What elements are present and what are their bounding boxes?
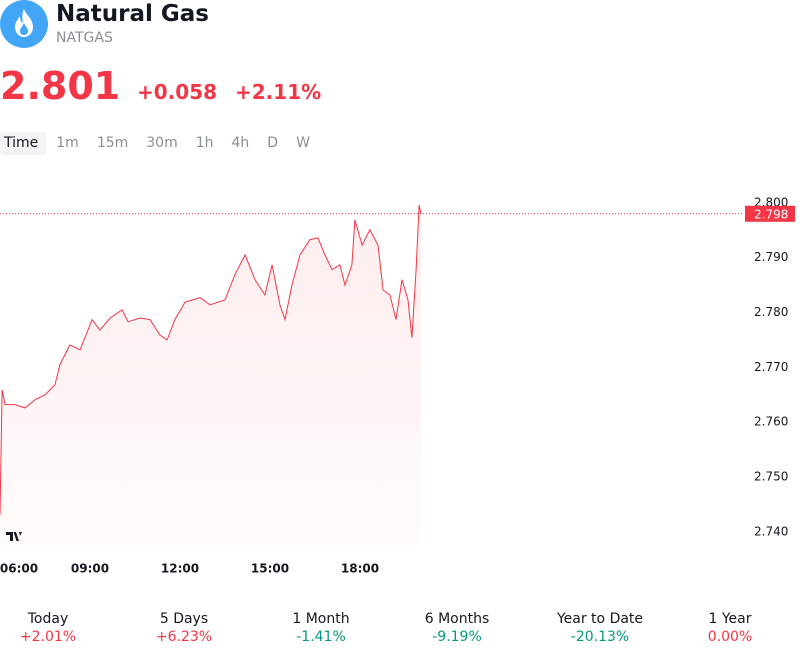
last-price-label: 2.798 [754,207,788,221]
timeframe-tab[interactable]: 30m [146,135,178,151]
price-line [0,204,422,515]
timeframe-tab[interactable]: 1h [195,135,214,151]
chart: 2.7402.7502.7602.7702.7802.7902.80006:00… [0,195,795,576]
performance-item[interactable]: Year to Date -20.13% [530,611,670,645]
timeframe-tab[interactable]: D [267,135,279,151]
timeframe-tab[interactable]: 15m [96,135,129,151]
instrument-title: Natural Gas [56,1,209,27]
x-tick-label: 06:00 [0,562,38,576]
performance-item[interactable]: 6 Months -9.19% [387,611,527,645]
price-change: +0.058 [137,80,218,104]
timeframe-tab[interactable]: W [296,135,310,151]
performance-value: 0.00% [707,629,753,645]
y-tick-label: 2.740 [754,524,788,538]
y-tick-label: 2.770 [754,360,788,374]
instrument-symbol: NATGAS [56,30,113,46]
price: 2.801 [0,64,121,108]
x-tick-label: 18:00 [341,562,379,576]
performance-value: +2.01% [19,629,77,645]
performance-label: 1 Year [708,611,752,627]
timeframe-tab[interactable]: Time [0,132,47,155]
area [0,205,421,545]
price-change-percent: +2.11% [235,80,322,104]
performance-label: Year to Date [556,611,644,627]
x-tick-label: 12:00 [161,562,199,576]
y-tick-label: 2.760 [754,415,788,429]
timeframe-tab[interactable]: 1m [56,135,79,151]
performance-value: -9.19% [432,629,482,645]
performance-item[interactable]: 5 Days +6.23% [114,611,254,645]
y-tick-label: 2.790 [754,250,788,264]
performance-row: Today +2.01% 5 Days +6.23% 1 Month -1.41% 6 Mo… [0,611,800,651]
performance-item[interactable]: Today +2.01% [0,611,118,645]
performance-label: Today [27,611,69,627]
y-tick-label: 2.780 [754,305,788,319]
performance-value: -20.13% [570,629,630,645]
performance-label: 1 Month [292,611,350,627]
performance-label: 6 Months [424,611,490,627]
performance-value: -1.41% [296,629,346,645]
x-tick-label: 09:00 [71,562,109,576]
y-tick-label: 2.750 [754,470,788,484]
performance-value: +6.23% [155,629,213,645]
performance-label: 5 Days [159,611,209,627]
performance-item[interactable]: 1 Year 0.00% [660,611,800,645]
last-price-box [745,205,795,222]
timeframe-tab[interactable]: 4h [231,135,250,151]
x-tick-label: 15:00 [251,562,289,576]
logo [0,0,48,48]
timeframe-tabs: Time 1m 15m 30m 1h 4h D W [0,132,320,155]
performance-item[interactable]: 1 Month -1.41% [251,611,391,645]
